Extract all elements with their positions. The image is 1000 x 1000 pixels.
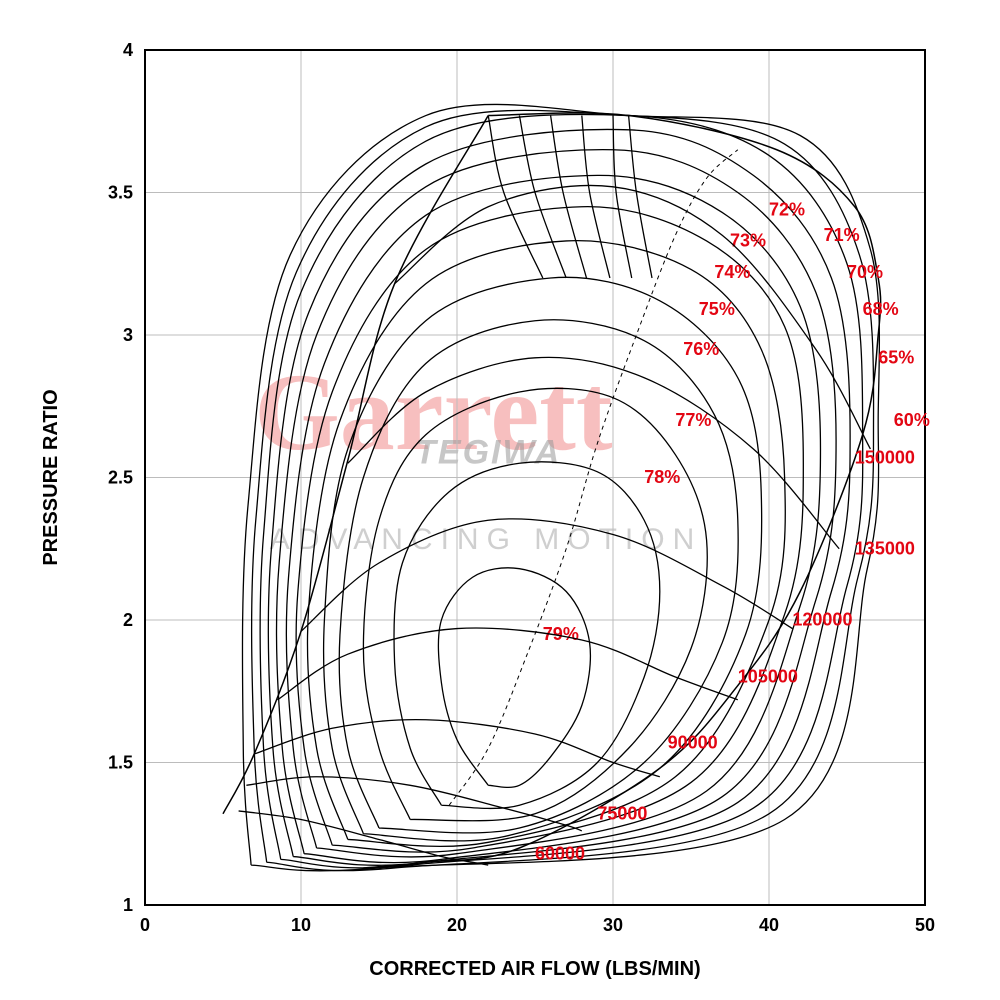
x-tick-label: 0 [140,915,150,935]
speed-label: 135000 [855,538,915,558]
watermark-tagline: ADVANCING MOTION [270,523,702,556]
watermark-overlay: TEGIWA [415,433,561,471]
y-tick-label: 2.5 [108,468,133,488]
efficiency-label: 65% [878,348,914,368]
y-tick-label: 3.5 [108,183,133,203]
speed-label: 150000 [855,447,915,467]
fan-line [551,116,587,278]
y-tick-label: 1 [123,895,133,915]
y-axis-title: PRESSURE RATIO [40,389,62,565]
x-tick-label: 10 [291,915,311,935]
efficiency-label: 72% [769,199,805,219]
compressor-map-chart: GarrettADVANCING MOTIONTEGIWA79%78%77%76… [0,0,1000,1000]
y-tick-label: 3 [123,325,133,345]
efficiency-label: 60% [894,410,930,430]
speed-label: 90000 [668,732,718,752]
y-tick-label: 4 [123,40,133,60]
efficiency-label: 70% [847,262,883,282]
fan-line [582,116,610,278]
fan-line [613,116,632,278]
speed-label: 75000 [597,804,647,824]
y-tick-label: 2 [123,610,133,630]
efficiency-island [438,568,590,788]
chart-svg: GarrettADVANCING MOTIONTEGIWA79%78%77%76… [0,0,1000,1000]
speed-line [278,628,738,700]
efficiency-label: 74% [714,262,750,282]
x-tick-label: 30 [603,915,623,935]
fan-line [629,116,652,278]
efficiency-label: 75% [699,299,735,319]
efficiency-island [260,114,863,868]
efficiency-label: 78% [644,467,680,487]
y-tick-label: 1.5 [108,753,133,773]
efficiency-island [277,150,837,863]
efficiency-label: 76% [683,339,719,359]
x-tick-label: 40 [759,915,779,935]
x-axis-title: CORRECTED AIR FLOW (LBS/MIN) [369,958,700,980]
x-tick-label: 50 [915,915,935,935]
efficiency-label: 77% [675,410,711,430]
x-tick-label: 20 [447,915,467,935]
fan-line [519,116,566,278]
speed-label: 120000 [792,610,852,630]
efficiency-label: 68% [863,299,899,319]
speed-label: 60000 [535,843,585,863]
efficiency-label: 71% [824,225,860,245]
speed-label: 105000 [738,667,798,687]
